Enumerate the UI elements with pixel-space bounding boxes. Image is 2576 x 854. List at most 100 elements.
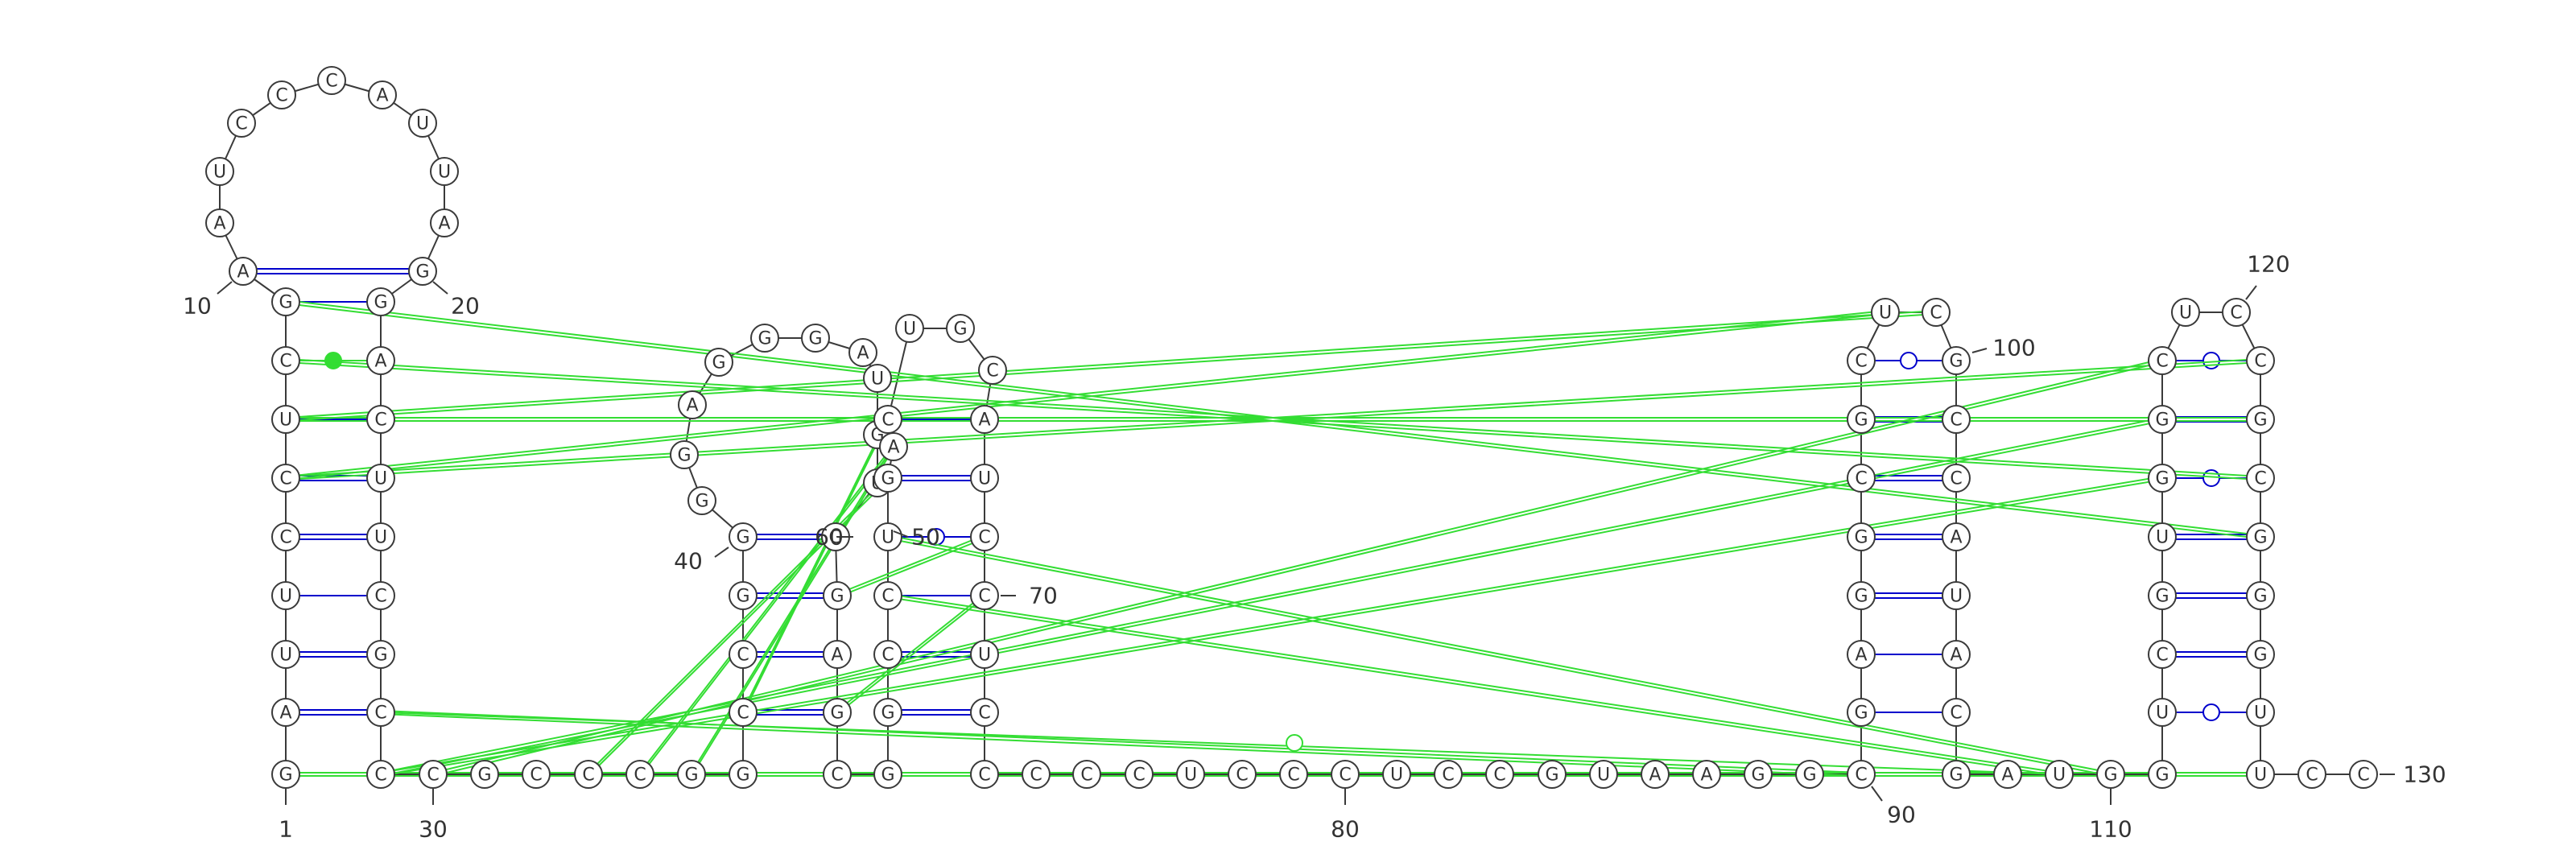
svg-text:A: A: [1700, 765, 1712, 786]
nucleotide: G: [470, 760, 499, 789]
svg-text:U: U: [1950, 587, 1963, 607]
svg-text:G: G: [374, 646, 387, 666]
nucleotide: C: [1022, 760, 1051, 789]
nucleotide: C: [366, 405, 395, 434]
svg-text:C: C: [2357, 765, 2369, 786]
nucleotide: U: [970, 464, 999, 493]
svg-text:C: C: [978, 703, 990, 724]
svg-text:G: G: [828, 528, 842, 548]
svg-text:C: C: [1950, 703, 1962, 724]
nucleotide: C: [271, 346, 300, 375]
svg-text:G: G: [736, 528, 749, 548]
nucleotide: C: [1125, 760, 1154, 789]
nucleotide: A: [368, 80, 397, 109]
nucleotide: G: [823, 698, 852, 727]
svg-text:G: G: [415, 262, 429, 283]
svg-text:C: C: [978, 765, 990, 786]
svg-text:U: U: [2156, 528, 2169, 548]
nucleotide: G: [670, 440, 699, 469]
nucleotide: C: [2246, 346, 2275, 375]
nucleotide: G: [687, 486, 716, 515]
svg-text:A: A: [279, 703, 291, 724]
nucleotide: U: [1871, 298, 1900, 327]
svg-text:C: C: [275, 86, 287, 106]
svg-text:G: G: [279, 765, 292, 786]
nucleotide: C: [2297, 760, 2326, 789]
base-pair-layer: [243, 268, 2260, 721]
numbering-tick: [1971, 348, 1988, 353]
nucleotide: G: [2148, 760, 2177, 789]
numbering-label: 80: [1331, 816, 1360, 843]
svg-text:C: C: [2306, 765, 2318, 786]
svg-text:G: G: [2253, 528, 2267, 548]
nucleotide: G: [1847, 581, 1876, 610]
svg-text:C: C: [737, 646, 749, 666]
nucleotide: G: [1538, 760, 1567, 789]
nucleotide: C: [970, 760, 999, 789]
svg-text:G: G: [2155, 587, 2169, 607]
svg-text:A: A: [374, 352, 386, 372]
nucleotide: A: [823, 640, 852, 669]
nucleotide: A: [879, 432, 908, 461]
svg-text:G: G: [279, 293, 292, 313]
nucleotide: A: [970, 405, 999, 434]
nucleotide: G: [2148, 405, 2177, 434]
nucleotide: C: [271, 464, 300, 493]
wobble-pair-symbol: [2202, 703, 2220, 721]
svg-text:C: C: [374, 703, 386, 724]
nucleotide: U: [2148, 522, 2177, 551]
nucleotide: C: [625, 760, 654, 789]
svg-text:U: U: [2254, 765, 2267, 786]
svg-text:C: C: [1287, 765, 1299, 786]
svg-text:G: G: [695, 492, 708, 512]
nucleotide: C: [2349, 760, 2378, 789]
svg-text:A: A: [237, 262, 249, 283]
nucleotide: C: [2222, 298, 2251, 327]
svg-text:G: G: [1545, 765, 1558, 786]
svg-text:C: C: [831, 765, 843, 786]
tertiary-interaction-line: [639, 448, 894, 777]
nucleotide: C: [1228, 760, 1257, 789]
nucleotide: G: [2096, 760, 2125, 789]
tertiary-interaction-line: [380, 417, 2163, 774]
nucleotide: U: [408, 109, 437, 138]
svg-text:G: G: [1854, 410, 1868, 431]
tertiary-interaction-line: [285, 313, 1937, 422]
svg-text:C: C: [325, 72, 337, 92]
nucleotide: A: [848, 338, 877, 367]
nucleotide: G: [1795, 760, 1824, 789]
nucleotide: A: [678, 390, 707, 419]
svg-text:G: G: [953, 320, 967, 340]
numbering-tick: [432, 281, 448, 295]
nucleotide: U: [970, 640, 999, 669]
svg-text:C: C: [1030, 765, 1042, 786]
nucleotide: U: [430, 157, 459, 186]
svg-text:C: C: [2254, 469, 2266, 489]
nucleotide: C: [978, 356, 1007, 385]
nucleotide: C: [2246, 464, 2275, 493]
svg-text:G: G: [677, 446, 691, 466]
tertiary-interaction-line: [887, 534, 2112, 774]
svg-text:C: C: [1080, 765, 1092, 786]
nucleotide: C: [227, 109, 256, 138]
numbering-tick: [2245, 285, 2257, 300]
svg-text:U: U: [279, 410, 292, 431]
numbering-label: 90: [1887, 802, 1916, 828]
svg-text:C: C: [881, 587, 894, 607]
svg-text:G: G: [477, 765, 491, 786]
tertiary-interaction-line: [380, 713, 1862, 777]
svg-text:C: C: [279, 352, 291, 372]
nucleotide: C: [970, 522, 999, 551]
svg-text:G: G: [1854, 587, 1868, 607]
tertiary-interaction-layer: [285, 299, 2261, 777]
svg-text:A: A: [1950, 646, 1962, 666]
nucleotide: A: [271, 698, 300, 727]
nucleotide: U: [2246, 760, 2275, 789]
svg-text:G: G: [2155, 765, 2169, 786]
numbering-tick: [893, 530, 909, 538]
svg-text:C: C: [279, 469, 291, 489]
svg-text:C: C: [881, 410, 894, 431]
svg-text:C: C: [1950, 469, 1962, 489]
nucleotide: G: [2246, 405, 2275, 434]
nucleotide: U: [2045, 760, 2074, 789]
